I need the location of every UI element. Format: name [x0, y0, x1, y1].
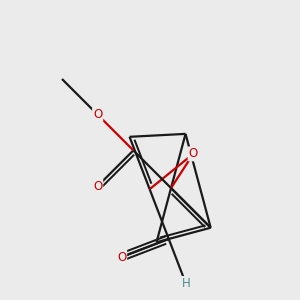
Text: O: O	[189, 147, 198, 161]
Text: O: O	[93, 108, 102, 121]
Text: O: O	[117, 250, 126, 263]
Text: H: H	[182, 277, 190, 290]
Text: O: O	[93, 180, 102, 193]
